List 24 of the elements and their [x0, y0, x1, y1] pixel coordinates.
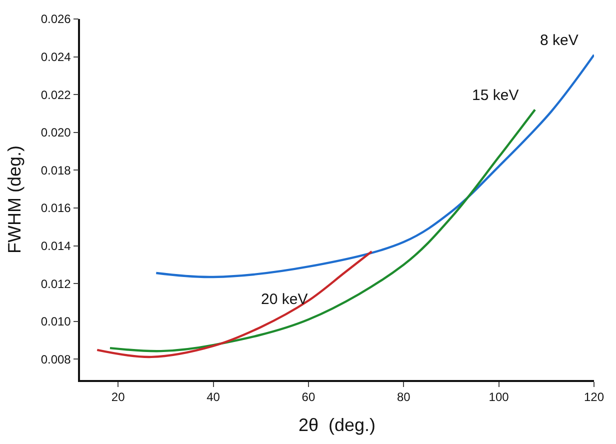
y-tick-label: 0.008 — [40, 352, 72, 366]
line-series — [155, 54, 594, 278]
series-label: 8 keV — [540, 32, 578, 49]
x-tick-label: 120 — [584, 390, 604, 404]
x-tick-label: 20 — [111, 390, 126, 404]
y-tick-label: 0.010 — [40, 314, 72, 329]
x-axis-title: 2θ (deg.) — [298, 414, 376, 435]
x-tick-label: 40 — [206, 390, 220, 404]
line-series — [108, 108, 536, 352]
y-tick-label: 0.024 — [40, 50, 72, 64]
series-label: 20 keV — [261, 291, 308, 308]
y-tick-label: 0.020 — [40, 126, 72, 140]
y-tick-label: 0.012 — [40, 276, 72, 291]
y-tick-label: 0.022 — [40, 88, 72, 102]
x-tick-label: 60 — [302, 390, 316, 404]
y-tick-label: 0.018 — [40, 163, 72, 178]
y-tick-label: 0.014 — [40, 239, 72, 254]
y-axis-title: FWHM (deg.) — [4, 146, 25, 254]
line-series — [96, 250, 373, 358]
y-tick-label: 0.026 — [40, 12, 72, 26]
x-tick-label: 80 — [396, 390, 411, 404]
series-label: 15 keV — [472, 87, 519, 104]
x-tick-label: 100 — [488, 390, 510, 404]
y-tick-label: 0.016 — [40, 201, 72, 216]
